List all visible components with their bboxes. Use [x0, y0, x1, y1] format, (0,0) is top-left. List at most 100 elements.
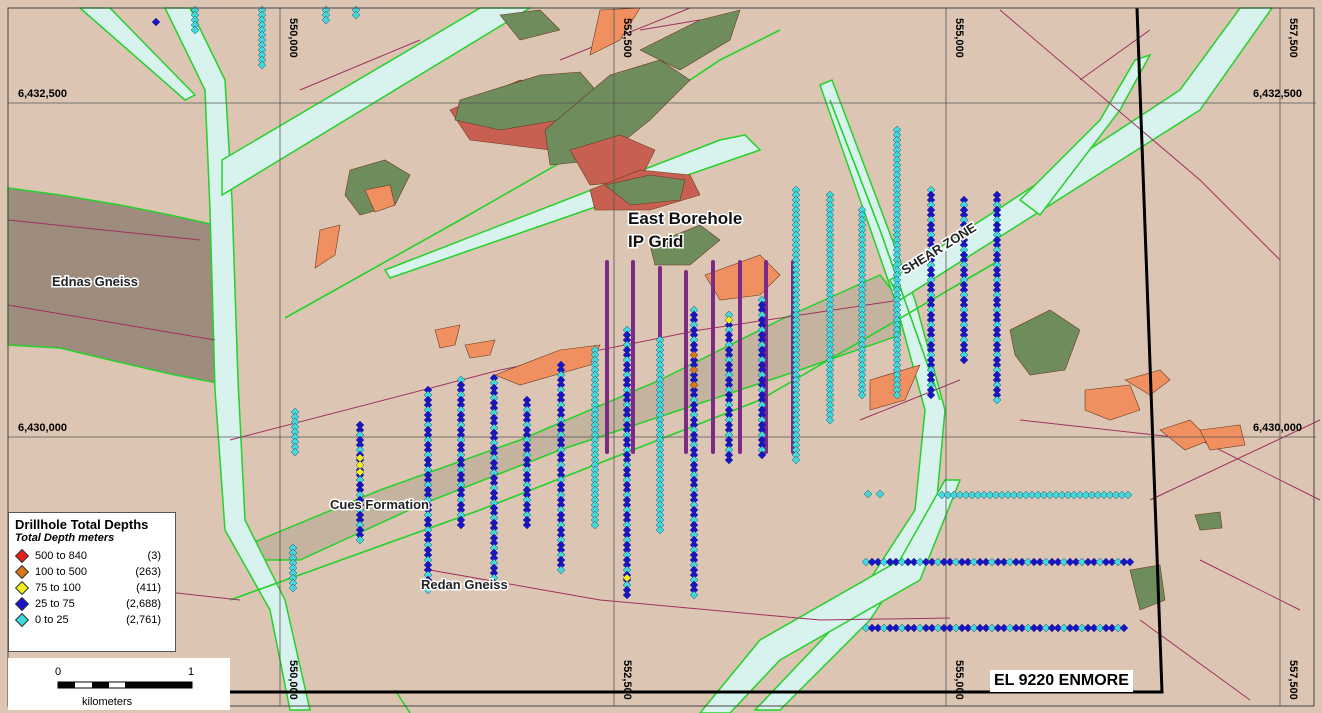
drillhole-marker[interactable] [290, 447, 300, 457]
drillhole-marker[interactable] [1017, 623, 1027, 633]
drillhole-markers[interactable] [151, 5, 1135, 633]
drillhole-marker[interactable] [489, 578, 499, 588]
drillhole-marker[interactable] [1077, 623, 1087, 633]
drillhole-marker[interactable] [927, 557, 937, 567]
drillhole-marker[interactable] [321, 15, 331, 25]
drillhole-marker[interactable] [973, 490, 983, 500]
drillhole-marker[interactable] [861, 557, 871, 567]
drillhole-marker[interactable] [991, 490, 1001, 500]
drillhole-marker[interactable] [909, 623, 919, 633]
drillhole-marker[interactable] [993, 557, 1003, 567]
drillhole-marker[interactable] [897, 557, 907, 567]
drillhole-marker[interactable] [885, 557, 895, 567]
drillhole-marker[interactable] [933, 557, 943, 567]
drillhole-marker[interactable] [622, 573, 632, 583]
drillhole-marker[interactable] [1015, 490, 1025, 500]
drillhole-marker[interactable] [724, 315, 734, 325]
drillhole-marker[interactable] [961, 490, 971, 500]
drillhole-marker[interactable] [522, 520, 532, 530]
drillhole-marker[interactable] [724, 455, 734, 465]
drillhole-marker[interactable] [949, 490, 959, 500]
drillhole-marker[interactable] [945, 557, 955, 567]
drillhole-marker[interactable] [1029, 557, 1039, 567]
drillhole-marker[interactable] [1009, 490, 1019, 500]
drillhole-marker[interactable] [1113, 557, 1123, 567]
drillhole-marker[interactable] [903, 623, 913, 633]
drillhole-marker[interactable] [1087, 490, 1097, 500]
drillhole-marker[interactable] [979, 490, 989, 500]
drillhole-marker[interactable] [1105, 490, 1115, 500]
drillhole-marker[interactable] [873, 557, 883, 567]
drillhole-marker[interactable] [987, 623, 997, 633]
drillhole-marker[interactable] [1017, 557, 1027, 567]
drillhole-marker[interactable] [1005, 623, 1015, 633]
drillhole-marker[interactable] [1053, 557, 1063, 567]
drillhole-marker[interactable] [873, 623, 883, 633]
drillhole-marker[interactable] [689, 350, 699, 360]
drillhole-marker[interactable] [969, 623, 979, 633]
drillhole-marker[interactable] [1057, 490, 1067, 500]
drillhole-marker[interactable] [791, 455, 801, 465]
drillhole-marker[interactable] [825, 415, 835, 425]
drillhole-marker[interactable] [1047, 623, 1057, 633]
drillhole-marker[interactable] [1107, 557, 1117, 567]
drillhole-marker[interactable] [1065, 623, 1075, 633]
drillhole-marker[interactable] [892, 390, 902, 400]
drillhole-marker[interactable] [1095, 557, 1105, 567]
drillhole-marker[interactable] [689, 380, 699, 390]
drillhole-marker[interactable] [1123, 490, 1133, 500]
drillhole-marker[interactable] [190, 25, 200, 35]
drillhole-marker[interactable] [879, 557, 889, 567]
drillhole-marker[interactable] [915, 557, 925, 567]
drillhole-marker[interactable] [1117, 490, 1127, 500]
drillhole-marker[interactable] [1011, 557, 1021, 567]
drillhole-marker[interactable] [1083, 557, 1093, 567]
drillhole-marker[interactable] [1119, 623, 1129, 633]
drillhole-marker[interactable] [1093, 490, 1103, 500]
drillhole-marker[interactable] [981, 557, 991, 567]
drillhole-marker[interactable] [1035, 623, 1045, 633]
drillhole-marker[interactable] [1051, 490, 1061, 500]
drillhole-marker[interactable] [1099, 490, 1109, 500]
drillhole-marker[interactable] [423, 585, 433, 595]
drillhole-marker[interactable] [921, 557, 931, 567]
drillhole-marker[interactable] [622, 590, 632, 600]
drillhole-marker[interactable] [909, 557, 919, 567]
drillhole-marker[interactable] [959, 355, 969, 365]
drillhole-marker[interactable] [937, 490, 947, 500]
drillhole-marker[interactable] [689, 365, 699, 375]
drillhole-marker[interactable] [867, 557, 877, 567]
drillhole-marker[interactable] [875, 489, 885, 499]
drillhole-marker[interactable] [1095, 623, 1105, 633]
drillhole-marker[interactable] [963, 557, 973, 567]
drillhole-marker[interactable] [1053, 623, 1063, 633]
drillhole-marker[interactable] [963, 623, 973, 633]
drillhole-marker[interactable] [951, 557, 961, 567]
drillhole-marker[interactable] [1111, 490, 1121, 500]
drillhole-marker[interactable] [1047, 557, 1057, 567]
drillhole-marker[interactable] [1089, 623, 1099, 633]
drillhole-marker[interactable] [355, 535, 365, 545]
drillhole-marker[interactable] [1107, 623, 1117, 633]
drillhole-marker[interactable] [1063, 490, 1073, 500]
drillhole-marker[interactable] [981, 623, 991, 633]
drillhole-marker[interactable] [985, 490, 995, 500]
drillhole-marker[interactable] [992, 395, 1002, 405]
drillhole-marker[interactable] [926, 390, 936, 400]
drillhole-marker[interactable] [1089, 557, 1099, 567]
drillhole-marker[interactable] [1039, 490, 1049, 500]
drillhole-marker[interactable] [997, 490, 1007, 500]
drillhole-marker[interactable] [1023, 557, 1033, 567]
drillhole-marker[interactable] [943, 490, 953, 500]
drillhole-marker[interactable] [1113, 623, 1123, 633]
drillhole-marker[interactable] [891, 557, 901, 567]
drillhole-marker[interactable] [1033, 490, 1043, 500]
drillhole-marker[interactable] [927, 623, 937, 633]
drillhole-marker[interactable] [1023, 623, 1033, 633]
drillhole-marker[interactable] [1071, 557, 1081, 567]
drillhole-marker[interactable] [975, 623, 985, 633]
drillhole-marker[interactable] [945, 623, 955, 633]
drillhole-marker[interactable] [1081, 490, 1091, 500]
drillhole-marker[interactable] [1125, 557, 1135, 567]
